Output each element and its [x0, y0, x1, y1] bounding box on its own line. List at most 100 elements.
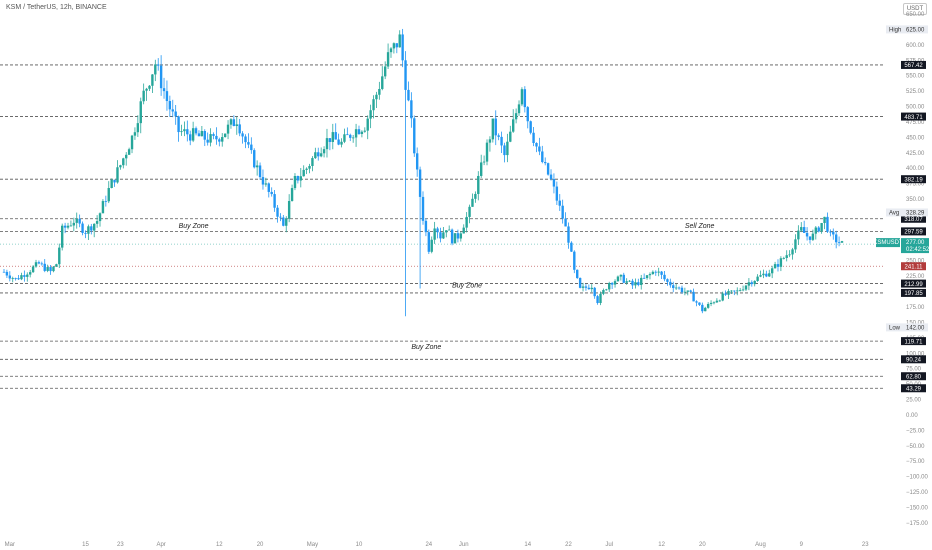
candle-body [90, 226, 93, 231]
candle-body [674, 287, 678, 289]
candle-body [782, 257, 786, 259]
candle-body [285, 218, 288, 226]
candle-body [60, 225, 64, 248]
candle-body [232, 119, 236, 127]
candle-body [261, 177, 265, 185]
candle-body [436, 228, 439, 233]
candle-body [395, 43, 399, 48]
candle-body [14, 278, 17, 279]
candle-body [189, 134, 192, 141]
candle-body [258, 165, 262, 178]
y-tick-label: −75.00 [906, 459, 925, 465]
candle-body [768, 273, 771, 277]
candle-body [485, 142, 489, 162]
candle-body [509, 131, 512, 142]
candle-body [776, 264, 780, 267]
candle-body [305, 168, 308, 170]
y-tick-label: 650.00 [906, 12, 925, 18]
candle-body [413, 118, 416, 154]
candle-body [791, 249, 794, 255]
y-tick-label: −100.00 [906, 475, 929, 481]
candle-body [430, 239, 433, 252]
candle-body [829, 231, 832, 233]
last-price-symbol: KSMUSDT [873, 240, 903, 246]
candle-body [736, 290, 739, 292]
candle-body [622, 274, 625, 283]
candle-body [58, 247, 61, 265]
last-price-symbol-tag [876, 238, 900, 248]
candle-body [619, 274, 623, 277]
candle-body [808, 236, 812, 240]
candle-body [264, 183, 268, 185]
candle-body [244, 136, 247, 143]
candle-body [788, 254, 791, 256]
candle-body [701, 304, 704, 312]
candle-body [168, 101, 172, 110]
candle-body [546, 163, 550, 175]
level-tag [901, 112, 926, 121]
candle-body [159, 65, 163, 89]
level-label: 567.42 [904, 63, 923, 69]
candle-body [186, 129, 189, 135]
candle-body [532, 132, 535, 143]
candle-body [840, 241, 844, 243]
candle-body [314, 152, 317, 159]
candle-body [648, 274, 652, 276]
candle-body [349, 134, 352, 138]
level-tag [901, 288, 926, 297]
candle-body [427, 232, 431, 252]
candle-body [445, 230, 448, 233]
candle-body [107, 188, 110, 202]
candle-body [221, 137, 224, 142]
candle-body [578, 277, 582, 288]
candle-body [148, 85, 151, 89]
candle-body [398, 34, 401, 48]
candle-body [750, 282, 753, 285]
x-tick-label: 20 [699, 542, 706, 548]
last-price-countdown: 02:42:52 [906, 247, 930, 253]
candle-body [471, 198, 474, 207]
chart-title: KSM / TetherUS, 12h, BINANCE [6, 4, 107, 11]
candle-body [363, 130, 367, 132]
candle-body [535, 142, 538, 147]
last-price-tag [901, 238, 929, 254]
level-tag [901, 355, 926, 364]
candle-body [130, 135, 134, 150]
candle-body [287, 201, 291, 219]
candle-body [418, 169, 422, 197]
candle-body [770, 268, 774, 274]
candle-body [276, 207, 279, 217]
candle-body [322, 149, 326, 154]
candle-body [715, 300, 719, 303]
level-tag [901, 60, 926, 69]
zone-label: Buy Zone [452, 282, 482, 289]
candle-body [229, 119, 233, 125]
candle-body [596, 296, 599, 304]
candle-body [26, 274, 29, 277]
candle-body [570, 242, 573, 252]
candle-body [747, 282, 751, 286]
candle-body [482, 161, 486, 163]
candle-body [49, 267, 52, 272]
candle-body [727, 290, 730, 295]
candle-body [541, 151, 544, 163]
candle-body [479, 162, 483, 176]
candle-body [5, 271, 9, 276]
currency-button[interactable]: USDT [903, 3, 927, 15]
candle-body [462, 227, 465, 234]
candle-body [811, 233, 815, 240]
candle-body [52, 266, 55, 272]
zone-label: Buy Zone [411, 344, 441, 351]
level-tag [901, 384, 926, 393]
x-tick-label: Jun [459, 542, 469, 548]
candle-body [680, 287, 684, 293]
candle-body [17, 278, 20, 280]
candle-body [311, 158, 314, 166]
candle-body [453, 233, 457, 244]
candle-body [616, 276, 620, 282]
candle-body [706, 304, 710, 308]
candle-body [677, 287, 681, 289]
candle-body [494, 118, 497, 136]
candle-body [738, 290, 742, 292]
